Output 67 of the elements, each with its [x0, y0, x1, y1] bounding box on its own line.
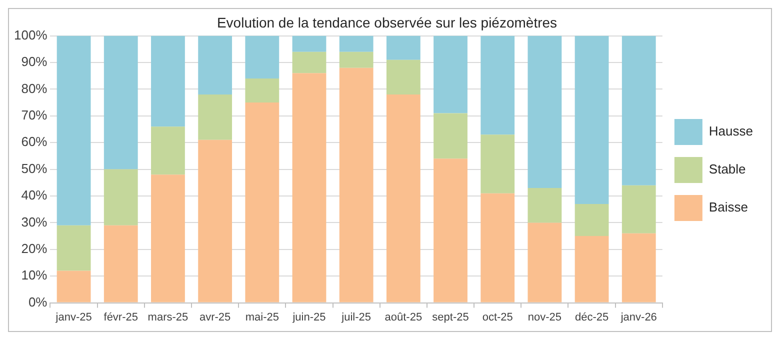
- bar: [245, 78, 280, 103]
- x-tick-label: oct-25: [482, 311, 513, 324]
- bar: [622, 185, 656, 234]
- bar: [151, 126, 185, 175]
- bar: [104, 225, 138, 302]
- bar: [339, 36, 374, 52]
- bar: [292, 52, 326, 74]
- bar: [622, 36, 656, 186]
- y-tick-label: 90%: [21, 54, 48, 70]
- bar: [528, 188, 562, 223]
- bar: [151, 36, 185, 127]
- bar: [574, 236, 609, 302]
- x-tick-label: mars-25: [148, 311, 188, 324]
- bar: [104, 36, 138, 170]
- bar: [434, 36, 468, 114]
- y-tick-label: 10%: [21, 268, 48, 283]
- bar: [56, 225, 91, 271]
- bar: [622, 233, 656, 302]
- x-tick-label: avr-25: [199, 311, 231, 324]
- x-tick-label: juil-25: [340, 311, 372, 324]
- bar: [434, 113, 468, 159]
- bar: [574, 204, 609, 236]
- bar: [292, 36, 326, 52]
- bar: [198, 140, 232, 302]
- y-tick-label: 100%: [14, 27, 48, 42]
- x-tick-label: janv-25: [54, 311, 92, 324]
- y-tick-label: 0%: [28, 294, 48, 310]
- legend-label: Baisse: [708, 200, 748, 215]
- x-tick-label: août-25: [384, 311, 422, 324]
- y-tick-label: 30%: [21, 214, 48, 230]
- x-tick-label: nov-25: [528, 311, 562, 324]
- bar: [339, 68, 374, 302]
- bar: [198, 36, 232, 95]
- bar: [245, 36, 280, 79]
- y-tick-label: 80%: [21, 80, 48, 96]
- x-tick-label: sept-25: [432, 311, 469, 324]
- bar: [339, 52, 374, 68]
- legend-label: Hausse: [708, 124, 753, 139]
- bar: [292, 73, 326, 302]
- bar: [528, 36, 562, 188]
- bar: [528, 222, 562, 302]
- bar: [574, 36, 609, 204]
- x-tick-label: déc-25: [574, 311, 609, 324]
- x-tick-label: févr-25: [104, 311, 138, 324]
- bar: [151, 174, 185, 302]
- bar: [480, 134, 515, 194]
- bar: [480, 36, 515, 135]
- bar: [104, 169, 138, 226]
- bar: [245, 102, 280, 302]
- bar: [480, 193, 515, 302]
- y-tick-label: 40%: [21, 188, 48, 203]
- bar: [56, 36, 91, 226]
- bar: [386, 36, 420, 60]
- x-tick-label: janv-26: [620, 311, 657, 324]
- x-tick-label: mai-25: [245, 311, 279, 324]
- y-tick-label: 50%: [21, 160, 48, 176]
- y-tick-label: 60%: [21, 134, 48, 150]
- bar: [56, 270, 91, 302]
- bar: [198, 94, 232, 140]
- chart-title: Evolution de la tendance observée sur les piézomètres: [216, 14, 558, 30]
- legend-label: Stable: [708, 162, 746, 177]
- bar: [434, 158, 468, 302]
- y-tick-label: 20%: [21, 240, 48, 256]
- x-tick-label: juin-25: [292, 311, 326, 324]
- y-tick-label: 70%: [21, 107, 48, 122]
- bar: [386, 94, 420, 302]
- bar: [386, 60, 420, 95]
